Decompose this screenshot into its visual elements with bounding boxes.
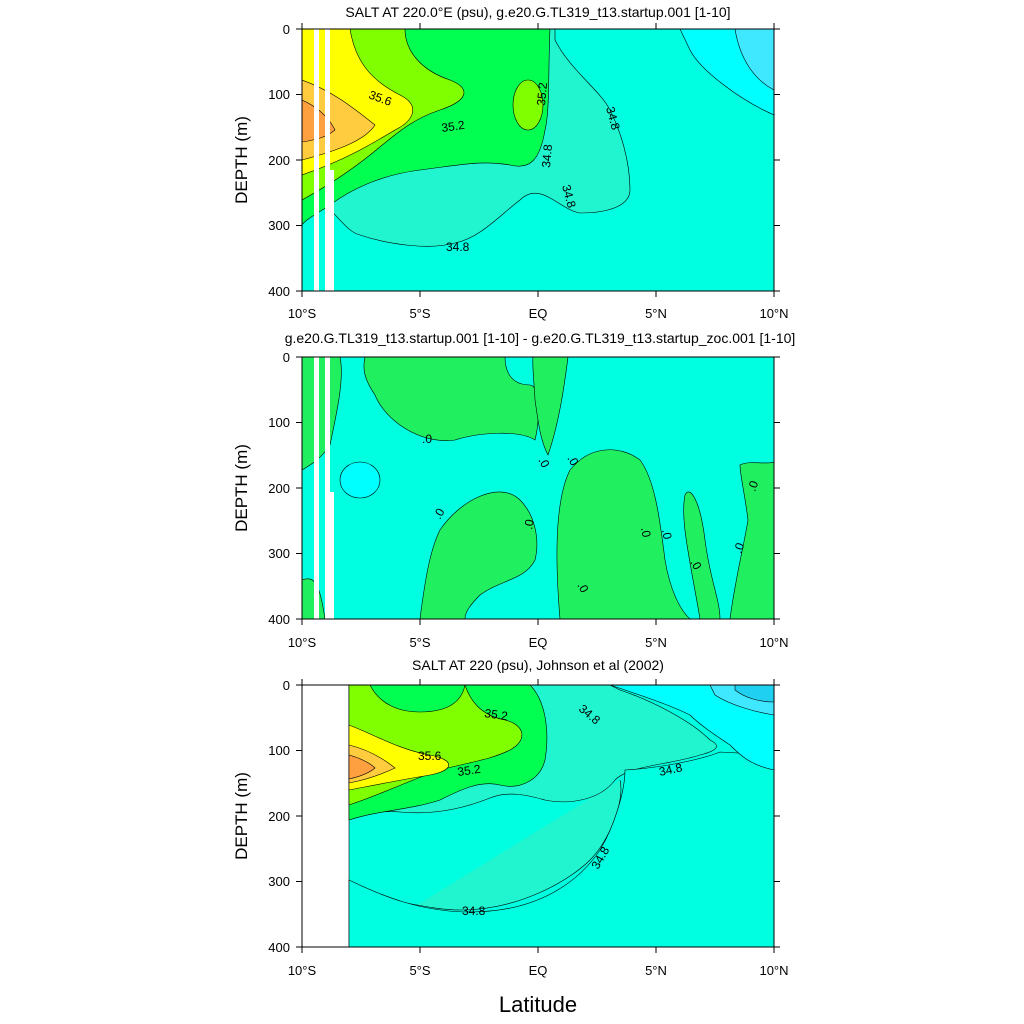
panel2-ticks (296, 356, 780, 625)
panel3-ylabel: DEPTH (m) (232, 772, 251, 860)
panel1-missing-1 (314, 29, 319, 291)
panel1-contour-label-6: 34.8 (559, 183, 579, 209)
panel1-contour-label-5: 34.8 (539, 143, 555, 168)
panel1-ytick-2: 200 (268, 153, 290, 168)
panel2-region-6 (683, 491, 721, 619)
panel2-region-5 (556, 449, 691, 619)
panel2-ytick-1: 100 (268, 415, 290, 430)
panel3-ytick-1: 100 (268, 743, 290, 758)
panel2-plot: .0 .0 .0 .0 .0 .0 .0 .0 .0 .0 .0 (302, 357, 774, 619)
panel3-band-fresh (609, 685, 774, 771)
panel1-xtick-4: 10°N (759, 306, 788, 321)
panel1-ytick-0: 0 (283, 22, 290, 37)
panel1-title: SALT AT 220.0°E (psu), g.e20.G.TL319_t13… (345, 4, 730, 20)
panel3-ticks (296, 679, 780, 953)
panel1-xtick-3: 5°N (645, 306, 667, 321)
panel1-plot: 35.6 35.2 35.2 34.8 34.8 34.8 34.8 (302, 29, 774, 291)
panel2-xtick-2: EQ (529, 635, 548, 650)
panel3-xtick-0: 10°S (288, 963, 317, 978)
panel3-ytick-2: 200 (268, 809, 290, 824)
panel1-ylabel: DEPTH (m) (232, 116, 251, 204)
panel2-ylabel: DEPTH (m) (232, 444, 251, 532)
panel1-xtick-2: EQ (529, 306, 548, 321)
panel2-ytick-0: 0 (283, 350, 290, 365)
panel3-band-bottom (348, 751, 774, 947)
panel1-missing-3 (330, 170, 334, 291)
panel3-ytick-4: 400 (268, 940, 290, 955)
panel2-contour-label-7: .0 (659, 528, 675, 541)
panel3-xtick-4: 10°N (759, 963, 788, 978)
panel2-contour-label-8: .0 (745, 479, 762, 493)
panel3-contour-label-3: 35.2 (456, 762, 481, 779)
panel3-contour-label-2: 35.6 (418, 749, 442, 763)
x-axis-title: Latitude (499, 992, 577, 1017)
panel3-contour-label-7: 34.8 (462, 904, 486, 918)
panel2-region-2 (363, 357, 539, 441)
panel1-ytick-1: 100 (268, 87, 290, 102)
panel2-fresh-blob (339, 461, 381, 499)
panel2-region-3 (532, 357, 569, 456)
panel1-ytick-3: 300 (268, 218, 290, 233)
panel2-contour-label-6: .0 (638, 526, 654, 539)
panel2-missing-2 (325, 357, 330, 619)
panel2-ytick-2: 200 (268, 481, 290, 496)
panel1-ticks (296, 23, 780, 297)
panel3-plot: 35.2 35.6 35.2 34.8 34.8 34.8 34.8 (302, 685, 774, 947)
panel3-ytick-3: 300 (268, 874, 290, 889)
panel1-ytick-4: 400 (268, 284, 290, 299)
panel2-title: g.e20.G.TL319_t13.startup.001 [1-10] - g… (285, 330, 796, 346)
panel2-xtick-4: 10°N (759, 635, 788, 650)
panel3-xtick-2: EQ (529, 963, 548, 978)
panel1-missing-2 (325, 29, 330, 291)
panel3-xtick-3: 5°N (645, 963, 667, 978)
panel1-xtick-1: 5°S (409, 306, 430, 321)
panel3-contour-label-1: 35.2 (484, 706, 509, 723)
panel3-title: SALT AT 220 (psu), Johnson et al (2002) (412, 657, 664, 673)
panel1-contour-label-4: 34.8 (603, 105, 623, 131)
panel2-ytick-4: 400 (268, 612, 290, 627)
panel2-xtick-1: 5°S (409, 635, 430, 650)
panel1-contour-label-2: 35.2 (440, 118, 465, 135)
panel2-region-1 (302, 357, 342, 471)
panel2-contour-label-1: .0 (422, 432, 432, 446)
panel2-contour-label-5: .0 (521, 518, 537, 531)
panel3-xtick-1: 5°S (409, 963, 430, 978)
panel1-contour-label-7: 34.8 (446, 240, 470, 254)
panel2-missing-1 (314, 357, 319, 619)
panel1-xtick-0: 10°S (288, 306, 317, 321)
panel2-missing-3 (330, 492, 334, 619)
panel2-region-7 (729, 461, 774, 619)
panel3-band-deep-orange (348, 754, 376, 780)
panel1-contour-label-3: 35.2 (534, 81, 550, 106)
panel2-region-4 (419, 491, 538, 619)
panel2-xtick-0: 10°S (288, 635, 317, 650)
panel1-blob (512, 79, 544, 131)
panel2-contour-label-9: .0 (731, 541, 748, 555)
panel2-xtick-3: 5°N (645, 635, 667, 650)
panel3-contour-label-5: 34.8 (658, 760, 684, 779)
panel3-band-green2 (369, 685, 466, 713)
panel2-ytick-3: 300 (268, 546, 290, 561)
panel3-ytick-0: 0 (283, 678, 290, 693)
panel1-band-low (302, 29, 774, 291)
